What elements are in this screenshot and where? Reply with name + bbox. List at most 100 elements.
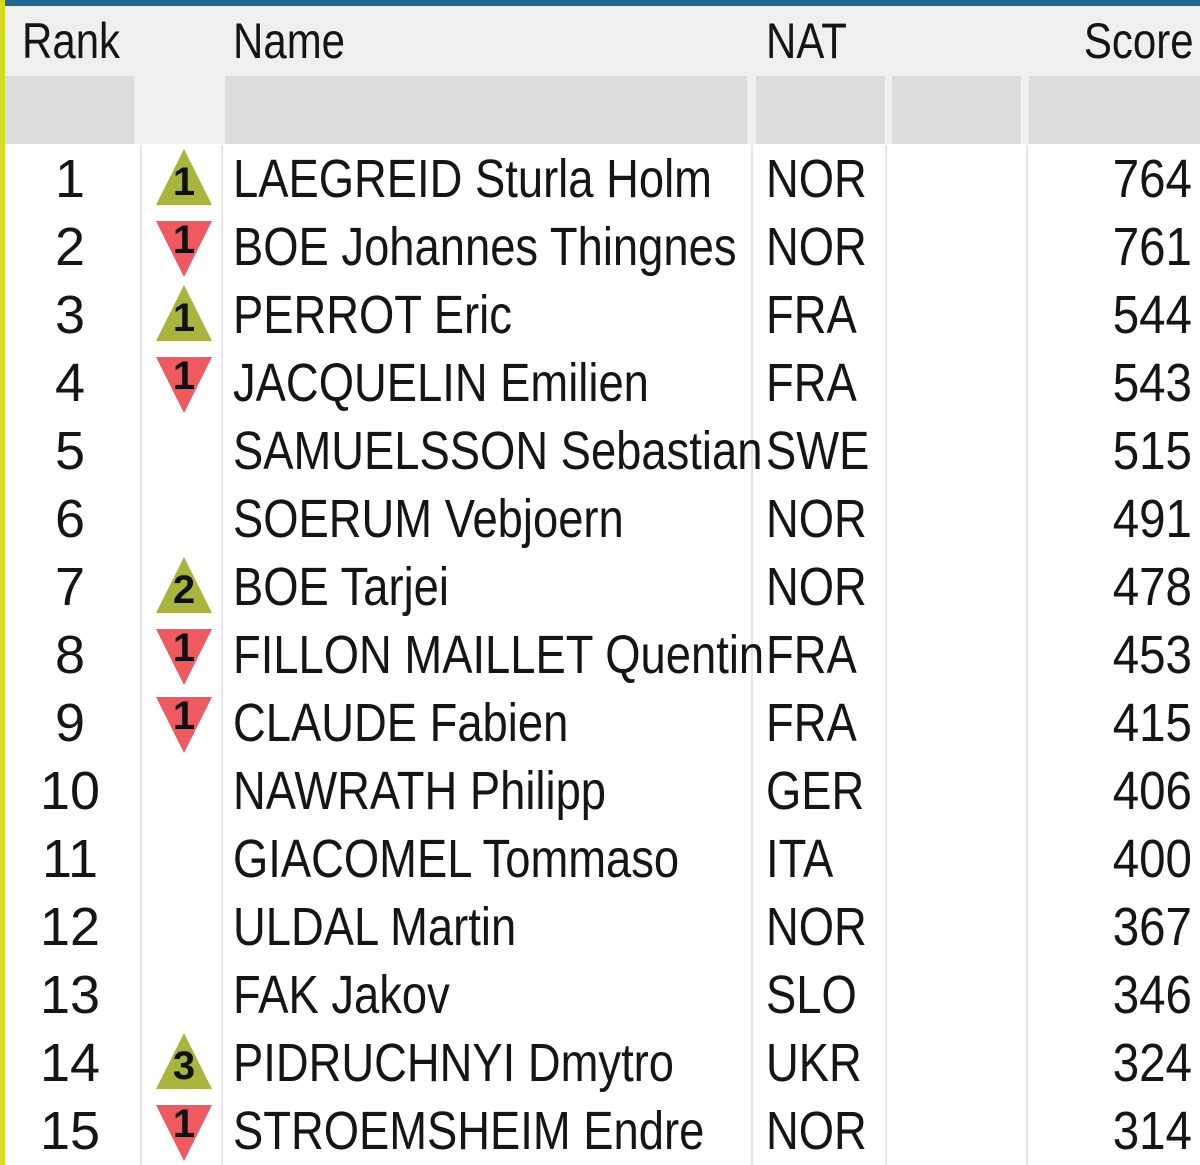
score-cell: 324 bbox=[1112, 1033, 1192, 1093]
filter-extra[interactable] bbox=[892, 76, 1021, 144]
rank-cell: 13 bbox=[39, 965, 101, 1025]
rank-cell: 3 bbox=[54, 285, 86, 345]
rank-cell: 8 bbox=[54, 625, 86, 685]
table-row[interactable]: 8 1 FILLON MAILLET Quentin FRA 453 bbox=[0, 621, 1200, 689]
filter-row bbox=[5, 76, 1200, 144]
athlete-name-cell[interactable]: JACQUELIN Emilien bbox=[233, 353, 649, 413]
score-cell: 367 bbox=[1112, 897, 1192, 957]
rank-cell: 4 bbox=[54, 353, 86, 413]
rank-change-value: 1 bbox=[172, 694, 196, 738]
athlete-name-cell[interactable]: SOERUM Vebjoern bbox=[233, 489, 624, 549]
table-row[interactable]: 10 NAWRATH Philipp GER 406 bbox=[0, 757, 1200, 825]
rank-change-value: 1 bbox=[172, 354, 196, 398]
rank-change-value: 1 bbox=[172, 1102, 196, 1146]
rank-down-icon: 1 bbox=[155, 1097, 213, 1165]
table-row[interactable]: 9 1 CLAUDE Fabien FRA 415 bbox=[0, 689, 1200, 757]
rank-cell: 5 bbox=[54, 421, 86, 481]
nation-cell: NOR bbox=[766, 217, 867, 277]
rank-cell: 14 bbox=[39, 1033, 101, 1093]
athlete-name-cell[interactable]: SAMUELSSON Sebastian bbox=[233, 421, 763, 481]
athlete-name-cell[interactable]: BOE Tarjei bbox=[233, 557, 449, 617]
table-row[interactable]: 11 GIACOMEL Tommaso ITA 400 bbox=[0, 825, 1200, 893]
table-row[interactable]: 5 SAMUELSSON Sebastian SWE 515 bbox=[0, 417, 1200, 485]
athlete-name-cell[interactable]: LAEGREID Sturla Holm bbox=[233, 149, 712, 209]
athlete-name-cell[interactable]: FAK Jakov bbox=[233, 965, 450, 1025]
athlete-name-cell[interactable]: FILLON MAILLET Quentin bbox=[233, 625, 765, 685]
score-cell: 406 bbox=[1112, 761, 1192, 821]
rank-cell: 6 bbox=[54, 489, 86, 549]
rank-change-value: 1 bbox=[172, 218, 196, 262]
score-cell: 478 bbox=[1112, 557, 1192, 617]
score-cell: 453 bbox=[1112, 625, 1192, 685]
athlete-name-cell[interactable]: CLAUDE Fabien bbox=[233, 693, 569, 753]
score-cell: 761 bbox=[1112, 217, 1192, 277]
rank-up-icon: 2 bbox=[155, 553, 213, 621]
rank-change-value: 2 bbox=[172, 568, 196, 612]
table-row[interactable]: 6 SOERUM Vebjoern NOR 491 bbox=[0, 485, 1200, 553]
athlete-name-cell[interactable]: ULDAL Martin bbox=[233, 897, 517, 957]
score-cell: 400 bbox=[1112, 829, 1192, 889]
rank-down-icon: 1 bbox=[155, 621, 213, 689]
table-row[interactable]: 14 3 PIDRUCHNYI Dmytro UKR 324 bbox=[0, 1029, 1200, 1097]
column-header-rank[interactable]: Rank bbox=[22, 13, 121, 69]
nation-cell: FRA bbox=[766, 625, 857, 685]
rank-change-value: 1 bbox=[172, 626, 196, 670]
nation-cell: NOR bbox=[766, 557, 867, 617]
nation-cell: UKR bbox=[766, 1033, 862, 1093]
rank-up-icon: 1 bbox=[155, 281, 213, 349]
nation-cell: FRA bbox=[766, 285, 857, 345]
rank-up-icon: 1 bbox=[155, 145, 213, 213]
table-row[interactable]: 2 1 BOE Johannes Thingnes NOR 761 bbox=[0, 213, 1200, 281]
rank-cell: 11 bbox=[41, 829, 99, 889]
score-cell: 346 bbox=[1112, 965, 1192, 1025]
table-row[interactable]: 12 ULDAL Martin NOR 367 bbox=[0, 893, 1200, 961]
table-row[interactable]: 7 2 BOE Tarjei NOR 478 bbox=[0, 553, 1200, 621]
column-divider bbox=[140, 145, 142, 1165]
top-accent-bar bbox=[0, 0, 1200, 6]
score-cell: 544 bbox=[1112, 285, 1192, 345]
score-cell: 491 bbox=[1112, 489, 1192, 549]
column-header-nat[interactable]: NAT bbox=[766, 13, 847, 69]
filter-rank[interactable] bbox=[5, 76, 134, 144]
nation-cell: SLO bbox=[766, 965, 857, 1025]
nation-cell: NOR bbox=[766, 897, 867, 957]
column-divider bbox=[221, 145, 223, 1165]
nation-cell: FRA bbox=[766, 353, 857, 413]
athlete-name-cell[interactable]: BOE Johannes Thingnes bbox=[233, 217, 737, 277]
table-row[interactable]: 3 1 PERROT Eric FRA 544 bbox=[0, 281, 1200, 349]
column-header-name[interactable]: Name bbox=[233, 13, 346, 69]
table-row[interactable]: 13 FAK Jakov SLO 346 bbox=[0, 961, 1200, 1029]
rank-change-value: 3 bbox=[172, 1044, 196, 1088]
rank-cell: 2 bbox=[54, 217, 86, 277]
nation-cell: NOR bbox=[766, 489, 867, 549]
athlete-name-cell[interactable]: PIDRUCHNYI Dmytro bbox=[233, 1033, 675, 1093]
nation-cell: FRA bbox=[766, 693, 857, 753]
athlete-name-cell[interactable]: STROEMSHEIM Endre bbox=[233, 1101, 705, 1161]
column-divider bbox=[1026, 145, 1028, 1165]
table-row[interactable]: 15 1 STROEMSHEIM Endre NOR 314 bbox=[0, 1097, 1200, 1165]
score-cell: 314 bbox=[1112, 1101, 1192, 1161]
filter-name[interactable] bbox=[225, 76, 747, 144]
athlete-name-cell[interactable]: NAWRATH Philipp bbox=[233, 761, 607, 821]
nation-cell: GER bbox=[766, 761, 865, 821]
rank-change-value: 1 bbox=[172, 296, 196, 340]
rank-down-icon: 1 bbox=[155, 689, 213, 757]
rank-cell: 1 bbox=[54, 149, 86, 209]
table-row[interactable]: 4 1 JACQUELIN Emilien FRA 543 bbox=[0, 349, 1200, 417]
nation-cell: NOR bbox=[766, 1101, 867, 1161]
nation-cell: NOR bbox=[766, 149, 867, 209]
athlete-name-cell[interactable]: GIACOMEL Tommaso bbox=[233, 829, 680, 889]
column-divider bbox=[751, 145, 753, 1165]
filter-nat[interactable] bbox=[756, 76, 885, 144]
column-header-score[interactable]: Score bbox=[1084, 13, 1194, 69]
score-cell: 515 bbox=[1112, 421, 1192, 481]
rank-cell: 10 bbox=[39, 761, 101, 821]
athlete-name-cell[interactable]: PERROT Eric bbox=[233, 285, 512, 345]
filter-score[interactable] bbox=[1029, 76, 1200, 144]
rank-up-icon: 3 bbox=[155, 1029, 213, 1097]
table-row[interactable]: 1 1 LAEGREID Sturla Holm NOR 764 bbox=[0, 145, 1200, 213]
nation-cell: SWE bbox=[766, 421, 870, 481]
score-cell: 764 bbox=[1112, 149, 1192, 209]
left-accent-bar bbox=[0, 0, 5, 1165]
nation-cell: ITA bbox=[766, 829, 834, 889]
